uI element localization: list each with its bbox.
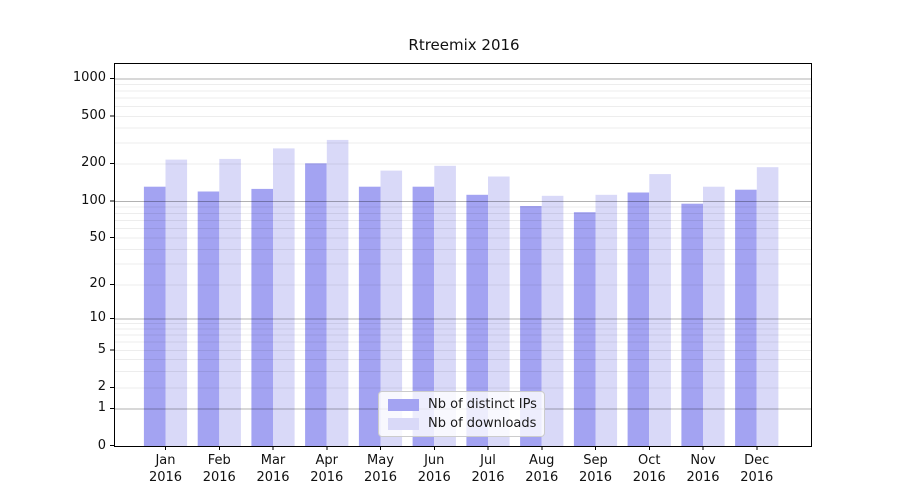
x-axis-tick-label: Aug 2016 xyxy=(514,452,570,486)
bar-jul-distinct-ips xyxy=(466,194,488,446)
y-axis-tick-label: 500 xyxy=(81,108,106,123)
x-axis-tick-year: 2016 xyxy=(310,470,344,485)
y-axis-tick-label: 10 xyxy=(89,310,106,326)
bar-sep-downloads xyxy=(595,194,618,446)
bar-may-distinct-ips xyxy=(358,186,381,446)
legend-label-downloads: Nb of downloads xyxy=(428,416,537,431)
x-axis-tick-label: Sep 2016 xyxy=(568,452,624,486)
x-axis-tick-year: 2016 xyxy=(740,470,774,485)
x-axis-tick-label: Nov 2016 xyxy=(675,452,731,486)
legend-item-downloads: Nb of downloads xyxy=(388,416,537,431)
y-axis-tick-label: 100 xyxy=(81,193,106,208)
x-axis-tick-year: 2016 xyxy=(471,470,505,485)
x-axis-tick-year: 2016 xyxy=(363,470,398,485)
bar-oct-downloads xyxy=(649,174,671,446)
x-axis-tick-year: 2016 xyxy=(686,470,720,485)
x-axis-tick-label: Jan 2016 xyxy=(138,452,194,486)
x-axis-tick-label: Feb 2016 xyxy=(191,452,247,486)
legend: Nb of distinct IPs Nb of downloads xyxy=(378,391,545,437)
bar-nov-downloads xyxy=(703,186,725,446)
bar-mar-downloads xyxy=(273,148,295,446)
x-axis-tick-year: 2016 xyxy=(202,470,236,485)
bar-dec-distinct-ips xyxy=(735,189,757,446)
x-axis-tick-year: 2016 xyxy=(417,470,451,485)
bar-jan-distinct-ips xyxy=(143,186,166,446)
x-axis-tick-year: 2016 xyxy=(578,470,613,485)
x-axis-tick-year: 2016 xyxy=(525,470,559,485)
bar-jun-downloads xyxy=(434,165,456,447)
x-axis-tick-label: Oct 2016 xyxy=(621,452,677,486)
x-axis-tick-label: May 2016 xyxy=(353,452,409,486)
bar-apr-distinct-ips xyxy=(305,163,327,447)
x-axis-tick-year: 2016 xyxy=(632,470,666,485)
legend-swatch-distinct-ips-icon xyxy=(388,398,419,411)
plot-border xyxy=(114,63,812,447)
y-axis-tick-label: 0 xyxy=(97,437,106,453)
bar-nov-distinct-ips xyxy=(681,203,703,446)
y-axis-tick-label: 5 xyxy=(97,342,106,357)
x-axis-tick-label: Dec 2016 xyxy=(729,452,785,486)
x-axis-tick-year: 2016 xyxy=(148,470,183,485)
y-axis-tick-label: 50 xyxy=(89,229,106,245)
x-axis-tick-label: Jun 2016 xyxy=(406,452,462,486)
bar-jul-downloads xyxy=(488,176,510,446)
x-axis-tick-label: Mar 2016 xyxy=(245,452,301,486)
y-axis-tick-label: 2 xyxy=(97,379,106,395)
bar-jan-downloads xyxy=(165,159,188,446)
bar-feb-downloads xyxy=(219,158,241,446)
bar-oct-distinct-ips xyxy=(627,192,650,446)
bar-jun-distinct-ips xyxy=(412,186,435,446)
bar-apr-downloads xyxy=(326,139,349,446)
y-axis-tick-label: 1 xyxy=(97,400,106,416)
chart-title: Rtreemix 2016 xyxy=(408,36,520,54)
y-axis-tick-label: 1000 xyxy=(72,70,106,86)
y-axis-tick-label: 20 xyxy=(89,276,106,292)
legend-label-distinct-ips: Nb of distinct IPs xyxy=(428,397,537,412)
x-axis-tick-label: Apr 2016 xyxy=(299,452,355,486)
y-axis-tick-label: 200 xyxy=(81,155,106,171)
legend-swatch-downloads-icon xyxy=(388,417,419,430)
bar-mar-distinct-ips xyxy=(251,188,273,446)
bar-feb-distinct-ips xyxy=(197,191,220,446)
bar-aug-downloads xyxy=(541,195,564,446)
bar-sep-distinct-ips xyxy=(573,212,596,446)
x-axis-tick-year: 2016 xyxy=(256,470,290,485)
bar-aug-distinct-ips xyxy=(520,206,542,446)
bar-dec-downloads xyxy=(756,167,779,446)
bar-may-downloads xyxy=(380,170,403,446)
legend-item-distinct-ips: Nb of distinct IPs xyxy=(388,397,537,412)
x-axis-tick-label: Jul 2016 xyxy=(460,452,516,486)
